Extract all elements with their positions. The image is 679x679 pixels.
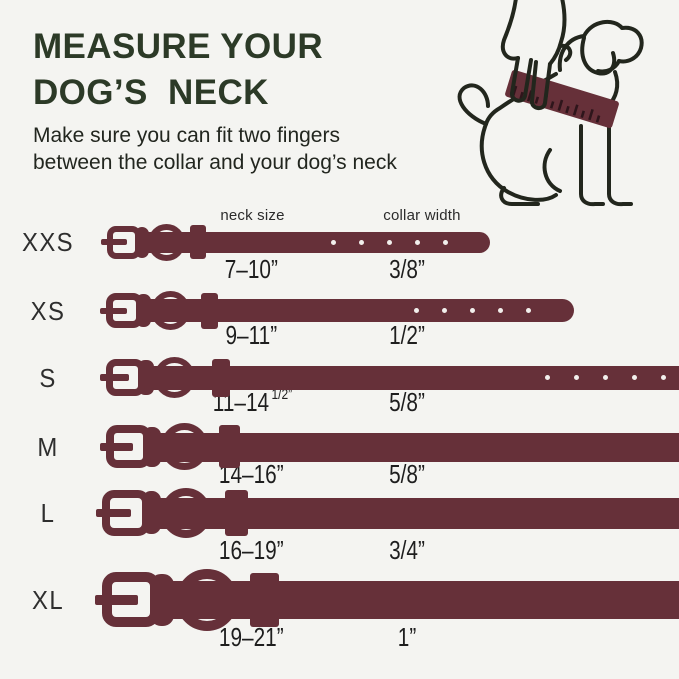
collar-buckle-pin-icon xyxy=(95,595,138,605)
collar-strap xyxy=(150,581,679,619)
neck-size-value: 9–11” xyxy=(225,320,278,350)
collar-width-value: 5/8” xyxy=(389,459,425,489)
neck-size-value: 19–21” xyxy=(218,622,284,652)
collar-slider-icon xyxy=(212,359,230,397)
collar-hole xyxy=(545,375,550,380)
size-label: S xyxy=(39,363,57,393)
collar-buckle-pin-icon xyxy=(100,374,129,381)
neck-size-value: 7–10” xyxy=(224,254,278,284)
collar-slider-icon xyxy=(201,293,218,329)
collar-hole xyxy=(442,308,447,313)
collar-hole xyxy=(387,240,392,245)
collar-hole xyxy=(414,308,419,313)
collar-width-value: 3/4” xyxy=(389,535,425,565)
hand-two-fingers-icon xyxy=(500,0,573,110)
collar-hole xyxy=(632,375,637,380)
neck-size-value: 11–14 1/2” xyxy=(212,386,293,417)
collar-slider-icon xyxy=(219,425,240,468)
collar-hole xyxy=(603,375,608,380)
collar-strap xyxy=(142,498,679,529)
collar-hole xyxy=(574,375,579,380)
collar-width-header: collar width xyxy=(383,207,461,224)
collar-buckle-pin-icon xyxy=(96,509,131,517)
size-label: XS xyxy=(30,296,66,326)
collar-strap xyxy=(136,299,574,322)
collar-slider-icon xyxy=(250,573,279,627)
collar-buckle-pin-icon xyxy=(101,239,127,245)
neck-size-value: 16–19” xyxy=(218,535,284,565)
collar-buckle-pin-icon xyxy=(100,443,133,451)
collar-width-value: 5/8” xyxy=(389,387,425,417)
collar-hole xyxy=(498,308,503,313)
collar-hole xyxy=(526,308,531,313)
page-title-line2: DOG’S NECK xyxy=(33,73,269,112)
collar-width-value: 1” xyxy=(397,622,417,652)
collar-width-value: 1/2” xyxy=(389,320,425,350)
collar-hole xyxy=(661,375,666,380)
subtitle-line2: between the collar and your dog’s neck xyxy=(33,151,397,174)
neck-size-header: neck size xyxy=(220,207,285,224)
size-label: L xyxy=(40,498,56,528)
page-title-line1: MEASURE YOUR xyxy=(33,27,324,66)
collar-width-value: 3/8” xyxy=(389,254,425,284)
collar-slider-icon xyxy=(190,225,206,259)
collar-slider-icon xyxy=(225,490,248,536)
collar-hole xyxy=(359,240,364,245)
size-label: M xyxy=(37,432,59,462)
collar-hole xyxy=(470,308,475,313)
collar-buckle-pin-icon xyxy=(100,308,127,314)
size-label: XL xyxy=(31,585,65,615)
collar-hole xyxy=(443,240,448,245)
subtitle-line1: Make sure you can fit two fingers xyxy=(33,124,340,147)
size-label: XXS xyxy=(21,227,75,257)
collar-hole xyxy=(331,240,336,245)
collar-strap xyxy=(135,232,490,253)
collar-hole xyxy=(415,240,420,245)
dog-measure-illustration xyxy=(457,0,644,207)
